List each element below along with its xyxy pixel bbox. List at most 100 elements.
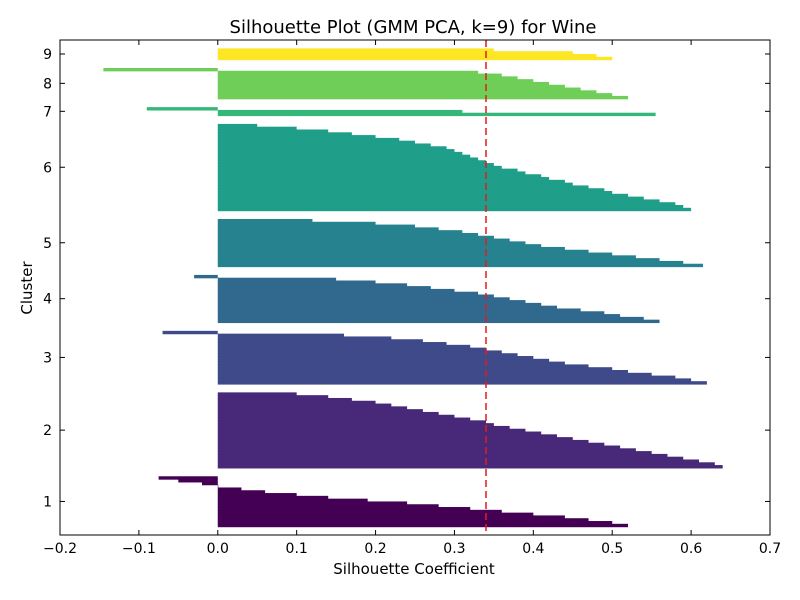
silhouette-bar-cluster-5 — [217, 244, 542, 248]
silhouette-bar-cluster-6 — [217, 137, 400, 142]
silhouette-bar-cluster-7 — [217, 109, 463, 114]
silhouette-bar-cluster-6 — [217, 151, 463, 156]
silhouette-bar-cluster-4 — [217, 286, 431, 290]
silhouette-bar-cluster-3 — [217, 336, 392, 340]
silhouette-bars — [103, 48, 723, 528]
silhouette-bar-cluster-2 — [217, 451, 652, 455]
silhouette-bar-cluster-2 — [217, 423, 494, 427]
silhouette-bar-cluster-8 — [217, 76, 518, 80]
silhouette-bar-cluster-6 — [217, 199, 660, 203]
y-tick-label: 9 — [43, 47, 52, 63]
silhouette-bar-cluster-1 — [217, 498, 368, 503]
silhouette-bar-cluster-7 — [217, 112, 656, 117]
silhouette-bar-cluster-5 — [217, 260, 684, 265]
silhouette-bar-cluster-6 — [217, 129, 329, 133]
silhouette-bar-cluster-8 — [217, 93, 613, 97]
silhouette-bar-cluster-1 — [217, 495, 329, 500]
silhouette-bar-cluster-3 — [217, 370, 628, 374]
plot-frame — [59, 39, 771, 536]
silhouette-bar-cluster-5 — [217, 258, 660, 262]
silhouette-bar-cluster-2 — [217, 403, 392, 407]
silhouette-bar-cluster-2 — [217, 442, 605, 447]
y-axis: 1 2 3 4 5 6 7 8 9 — [43, 47, 770, 510]
silhouette-bar-cluster-2 — [217, 409, 423, 413]
silhouette-bar-cluster-2 — [217, 465, 723, 469]
silhouette-bar-cluster-6 — [217, 177, 550, 181]
silhouette-bar-cluster-5 — [217, 224, 415, 228]
silhouette-bar-cluster-1 — [217, 523, 628, 528]
silhouette-bar-cluster-5 — [217, 252, 613, 256]
silhouette-bar-cluster-6 — [217, 132, 352, 136]
silhouette-bar-cluster-1 — [202, 481, 218, 486]
silhouette-bar-cluster-9 — [217, 48, 494, 52]
silhouette-bar-cluster-6 — [217, 154, 471, 159]
silhouette-bar-cluster-9 — [217, 56, 613, 61]
silhouette-bar-cluster-6 — [217, 188, 605, 192]
silhouette-bar-cluster-6 — [217, 174, 542, 178]
y-axis-label: Cluster — [18, 261, 36, 315]
silhouette-bar-cluster-3 — [217, 381, 707, 385]
silhouette-bar-cluster-8 — [103, 67, 218, 72]
silhouette-bar-cluster-6 — [217, 196, 644, 201]
silhouette-bar-cluster-1 — [217, 509, 502, 514]
silhouette-bar-cluster-2 — [217, 445, 621, 449]
silhouette-bar-cluster-4 — [217, 288, 455, 293]
silhouette-bar-cluster-3 — [217, 364, 589, 368]
x-tick-label: 0.4 — [522, 541, 544, 557]
silhouette-bar-cluster-6 — [217, 193, 628, 198]
silhouette-bar-cluster-2 — [217, 420, 486, 424]
silhouette-bar-cluster-6 — [217, 202, 676, 206]
silhouette-bar-cluster-5 — [217, 232, 479, 237]
silhouette-bar-cluster-4 — [217, 294, 494, 298]
silhouette-bar-cluster-3 — [162, 330, 218, 335]
y-tick-label: 6 — [43, 160, 52, 176]
silhouette-bar-cluster-4 — [217, 280, 376, 284]
silhouette-bar-cluster-5 — [217, 230, 463, 234]
silhouette-bar-cluster-3 — [217, 344, 471, 349]
silhouette-bar-cluster-6 — [217, 171, 526, 175]
silhouette-bar-cluster-2 — [217, 434, 557, 438]
x-tick-label: 0.7 — [759, 541, 781, 557]
x-tick-label: 0.5 — [601, 541, 623, 557]
y-tick-label: 7 — [43, 104, 52, 120]
silhouette-bar-cluster-5 — [217, 263, 703, 268]
silhouette-bar-cluster-1 — [217, 515, 565, 519]
x-tick-label: 0.1 — [286, 541, 308, 557]
silhouette-bar-cluster-2 — [217, 425, 510, 430]
x-tick-label: 0.0 — [207, 541, 229, 557]
silhouette-bar-cluster-1 — [217, 512, 534, 517]
silhouette-bar-cluster-6 — [217, 140, 415, 145]
x-tick-label: −0.2 — [43, 541, 77, 557]
silhouette-bar-cluster-6 — [217, 179, 565, 184]
silhouette-bar-cluster-4 — [217, 308, 581, 312]
silhouette-bar-cluster-2 — [217, 456, 684, 461]
silhouette-bar-cluster-6 — [217, 205, 684, 209]
silhouette-bar-cluster-1 — [217, 493, 297, 497]
silhouette-bar-cluster-8 — [217, 70, 479, 75]
silhouette-bar-cluster-6 — [217, 207, 692, 212]
silhouette-bar-cluster-3 — [217, 375, 676, 379]
y-tick-label: 3 — [43, 350, 52, 366]
silhouette-bar-cluster-4 — [217, 300, 526, 304]
silhouette-bar-cluster-2 — [217, 428, 526, 433]
silhouette-bar-cluster-2 — [217, 414, 455, 419]
silhouette-bar-cluster-2 — [217, 453, 668, 458]
silhouette-bar-cluster-3 — [217, 333, 344, 338]
silhouette-bar-cluster-3 — [217, 347, 486, 352]
silhouette-bar-cluster-1 — [217, 518, 589, 522]
silhouette-bar-cluster-2 — [217, 392, 297, 396]
silhouette-bar-cluster-1 — [217, 504, 439, 508]
silhouette-bar-cluster-3 — [217, 372, 652, 377]
y-tick-label: 8 — [43, 76, 52, 92]
silhouette-bar-cluster-4 — [217, 302, 542, 307]
y-tick-label: 2 — [43, 423, 52, 439]
x-tick-label: 0.3 — [443, 541, 465, 557]
silhouette-bar-cluster-4 — [217, 314, 621, 318]
silhouette-bar-cluster-2 — [217, 439, 589, 444]
silhouette-bar-cluster-6 — [217, 163, 494, 167]
silhouette-bar-cluster-2 — [217, 406, 408, 410]
silhouette-bar-cluster-8 — [217, 95, 628, 100]
silhouette-bar-cluster-6 — [217, 160, 486, 164]
silhouette-bar-cluster-1 — [217, 490, 266, 494]
silhouette-bar-cluster-2 — [217, 417, 471, 421]
